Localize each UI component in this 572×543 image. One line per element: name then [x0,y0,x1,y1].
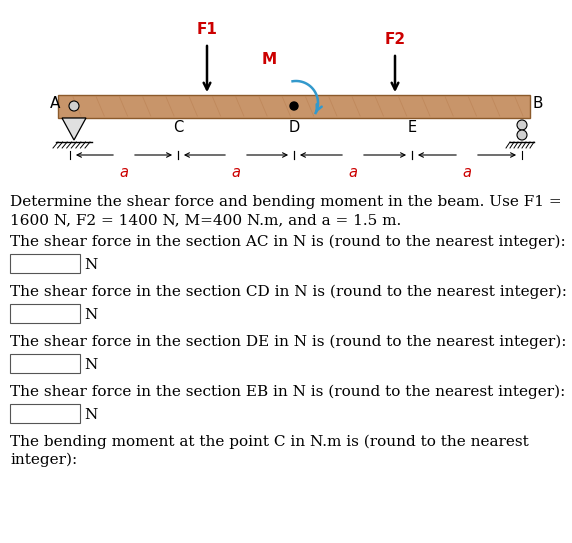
Text: Determine the shear force and bending moment in the beam. Use F1 =: Determine the shear force and bending mo… [10,195,562,209]
FancyBboxPatch shape [58,95,530,118]
Text: B: B [532,97,542,111]
Text: N: N [84,408,97,422]
Text: The shear force in the section EB in N is (round to the nearest integer):: The shear force in the section EB in N i… [10,385,565,400]
Text: D: D [288,120,300,135]
FancyBboxPatch shape [10,404,80,423]
Polygon shape [62,118,86,140]
Circle shape [290,102,298,110]
Circle shape [517,120,527,130]
Text: N: N [84,358,97,372]
Text: integer):: integer): [10,453,77,468]
Text: E: E [407,120,416,135]
Text: The shear force in the section AC in N is (round to the nearest integer):: The shear force in the section AC in N i… [10,235,566,249]
Text: The shear force in the section CD in N is (round to the nearest integer):: The shear force in the section CD in N i… [10,285,567,299]
Text: a: a [120,165,129,180]
Text: a: a [232,165,240,180]
Text: a: a [463,165,471,180]
Circle shape [517,130,527,140]
Text: M: M [261,52,277,67]
Text: The bending moment at the point C in N.m is (round to the nearest: The bending moment at the point C in N.m… [10,435,529,450]
FancyBboxPatch shape [10,354,80,373]
Text: 1600 N, F2 = 1400 N, M=400 N.m, and a = 1.5 m.: 1600 N, F2 = 1400 N, M=400 N.m, and a = … [10,213,401,227]
Text: F2: F2 [384,32,406,47]
Text: N: N [84,258,97,272]
Text: a: a [348,165,358,180]
Text: F1: F1 [197,22,217,37]
Circle shape [69,101,79,111]
Text: C: C [173,120,183,135]
Text: N: N [84,308,97,322]
Text: The shear force in the section DE in N is (round to the nearest integer):: The shear force in the section DE in N i… [10,335,566,349]
FancyBboxPatch shape [10,304,80,323]
Text: A: A [50,97,60,111]
FancyBboxPatch shape [10,254,80,273]
